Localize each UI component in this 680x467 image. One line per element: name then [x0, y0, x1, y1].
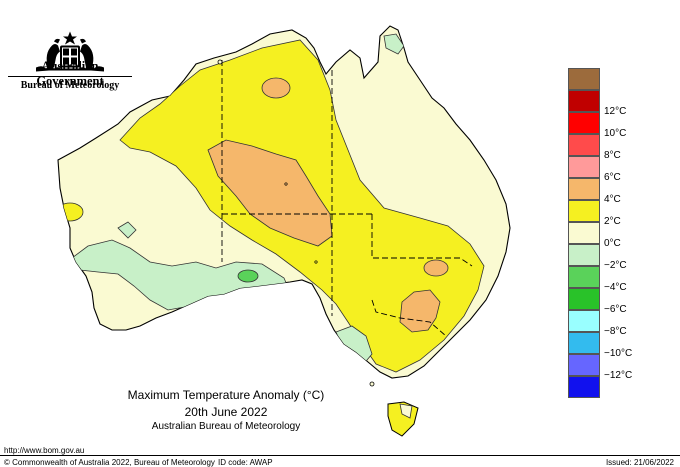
island — [369, 381, 375, 387]
government-title: Australian Government — [36, 59, 104, 88]
legend-label: 12°C — [604, 106, 627, 117]
legend-swatch — [568, 156, 600, 178]
coat-of-arms-icon — [36, 31, 104, 72]
state-borders — [221, 52, 473, 337]
legend-swatch — [568, 376, 600, 398]
legend-label: −12°C — [604, 370, 633, 381]
legend-label: −8°C — [604, 326, 627, 337]
legend-swatch — [568, 222, 600, 244]
legend-swatch — [568, 90, 600, 112]
legend-swatch — [568, 332, 600, 354]
island — [284, 182, 288, 186]
anomaly-zone-4-6-central — [207, 139, 333, 247]
map-source: Australian Bureau of Meteorology — [151, 421, 301, 432]
anomaly-map — [57, 25, 511, 437]
island — [217, 59, 223, 65]
island — [314, 260, 318, 264]
map-title: Maximum Temperature Anomaly (°C) — [127, 388, 325, 402]
anomaly-zone-minus4-minus2 — [237, 269, 259, 283]
copyright-text: © Commonwealth of Australia 2022, Bureau… — [4, 458, 215, 467]
legend-swatch — [568, 354, 600, 376]
legend-swatch — [568, 288, 600, 310]
legend-label: 10°C — [604, 128, 627, 139]
legend-swatch — [568, 112, 600, 134]
legend-swatch — [568, 200, 600, 222]
anomaly-zone-minus2-0-northeast — [383, 33, 405, 55]
anomaly-zone-minus2-0-northwest — [117, 221, 137, 239]
anomaly-zone-4-6-east — [423, 259, 449, 277]
legend-label: −2°C — [604, 260, 627, 271]
bureau-title: Bureau of Meteorology — [20, 80, 120, 91]
tasmania-cool-zone — [399, 403, 413, 419]
legend-swatch — [568, 266, 600, 288]
legend-swatch — [568, 134, 600, 156]
legend-label: 4°C — [604, 194, 621, 205]
footer-divider — [0, 455, 680, 456]
legend-label: 0°C — [604, 238, 621, 249]
legend-swatch — [568, 310, 600, 332]
legend-label: −10°C — [604, 348, 633, 359]
legend-swatch — [568, 178, 600, 200]
legend-label: −4°C — [604, 282, 627, 293]
website-link[interactable]: http://www.bom.gov.au — [4, 446, 85, 455]
map-date: 20th June 2022 — [184, 405, 268, 419]
legend-swatch — [568, 68, 600, 90]
legend-label: 8°C — [604, 150, 621, 161]
anomaly-patch-west — [58, 202, 84, 222]
legend-label: 6°C — [604, 172, 621, 183]
legend-label: 2°C — [604, 216, 621, 227]
legend-label: −6°C — [604, 304, 627, 315]
id-code: ID code: AWAP — [218, 458, 273, 467]
anomaly-zone-4-6-southeast — [399, 289, 441, 333]
issued-date: Issued: 21/06/2022 — [605, 458, 674, 467]
header-divider — [8, 76, 132, 77]
legend-swatch — [568, 244, 600, 266]
anomaly-zone-4-6-north — [261, 77, 291, 99]
